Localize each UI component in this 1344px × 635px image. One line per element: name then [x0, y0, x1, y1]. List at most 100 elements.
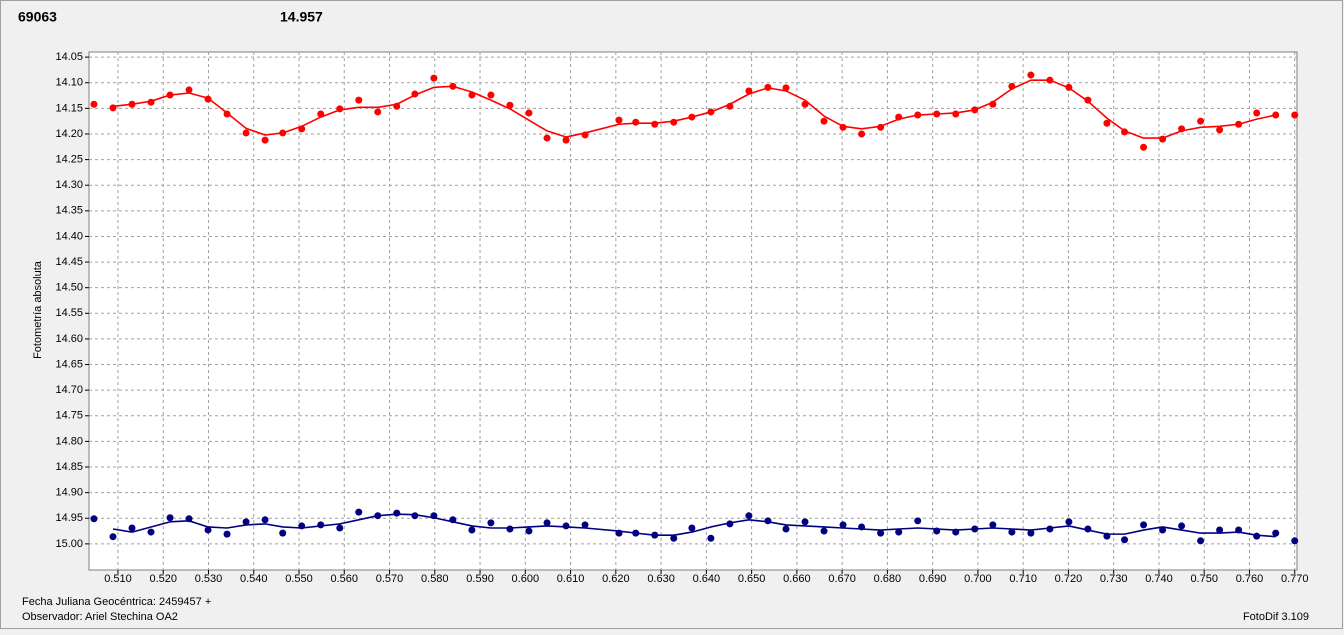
data-point [615, 116, 623, 124]
data-point [449, 82, 457, 90]
y-tick-label: 14.35 [55, 205, 83, 217]
data-point [632, 529, 640, 537]
data-point [914, 517, 922, 525]
data-point [393, 509, 401, 517]
x-tick-label: 0.740 [1145, 573, 1173, 585]
data-point [1235, 120, 1243, 128]
y-tick-label: 14.90 [55, 487, 83, 499]
data-point [801, 518, 809, 526]
data-point [1084, 96, 1092, 104]
data-point [1253, 532, 1261, 540]
data-point [1103, 119, 1111, 127]
data-point [242, 129, 250, 137]
data-point [355, 96, 363, 104]
data-point [430, 74, 438, 82]
data-point [933, 110, 941, 118]
data-point [185, 515, 193, 523]
data-point [355, 508, 363, 516]
data-point [707, 534, 715, 542]
data-point [1027, 71, 1035, 79]
header-value: 69063 [18, 9, 57, 25]
x-tick-label: 0.530 [195, 573, 223, 585]
data-point [128, 100, 136, 108]
footer-text: Observador: Ariel Stechina OA2 [22, 611, 178, 623]
data-point [670, 534, 678, 542]
y-tick-label: 14.20 [55, 128, 83, 140]
y-tick-label: 14.25 [55, 154, 83, 166]
y-tick-label: 14.30 [55, 179, 83, 191]
data-point [487, 91, 495, 99]
data-point [581, 521, 589, 529]
x-tick-label: 0.610 [557, 573, 585, 585]
data-point [933, 527, 941, 535]
data-point [411, 90, 419, 98]
x-tick-label: 0.710 [1009, 573, 1037, 585]
x-tick-label: 0.650 [738, 573, 766, 585]
data-point [279, 529, 287, 537]
header-value: 14.957 [280, 9, 323, 25]
data-point [707, 108, 715, 116]
data-point [764, 83, 772, 91]
data-point [543, 519, 551, 527]
data-point [261, 516, 269, 524]
data-point [745, 87, 753, 95]
data-point [298, 125, 306, 133]
data-point [1140, 143, 1148, 151]
y-tick-label: 14.75 [55, 410, 83, 422]
data-point [317, 110, 325, 118]
y-tick-label: 14.10 [55, 77, 83, 89]
data-point [204, 526, 212, 534]
data-point [525, 109, 533, 117]
x-tick-label: 0.730 [1100, 573, 1128, 585]
data-point [1140, 521, 1148, 529]
data-point [430, 512, 438, 520]
data-point [764, 517, 772, 525]
data-point [261, 136, 269, 144]
data-point [1272, 111, 1280, 119]
x-tick-label: 0.660 [783, 573, 811, 585]
data-point [820, 117, 828, 125]
data-point [1197, 117, 1205, 125]
data-point [1027, 529, 1035, 537]
data-point [487, 519, 495, 527]
x-tick-label: 0.760 [1236, 573, 1264, 585]
data-point [632, 118, 640, 126]
data-point [1235, 526, 1243, 534]
data-point [782, 84, 790, 92]
x-tick-label: 0.630 [647, 573, 675, 585]
x-tick-label: 0.510 [104, 573, 132, 585]
x-tick-label: 0.670 [828, 573, 856, 585]
footer-text: Fecha Juliana Geocéntrica: 2459457 + [22, 596, 211, 608]
data-point [877, 529, 885, 537]
data-point [1103, 532, 1111, 540]
y-tick-label: 14.70 [55, 384, 83, 396]
data-point [298, 522, 306, 530]
y-tick-label: 14.55 [55, 307, 83, 319]
version-text: FotoDif 3.109 [1243, 611, 1309, 623]
data-point [223, 530, 231, 538]
y-tick-label: 14.40 [55, 230, 83, 242]
x-tick-label: 0.560 [331, 573, 359, 585]
y-tick-label: 14.05 [55, 51, 83, 63]
data-point [989, 521, 997, 529]
y-tick-label: 14.95 [55, 512, 83, 524]
data-point [543, 134, 551, 142]
data-point [411, 512, 419, 520]
y-tick-label: 14.50 [55, 282, 83, 294]
data-point [1272, 529, 1280, 537]
data-point [166, 514, 174, 522]
y-tick-label: 14.80 [55, 435, 83, 447]
data-point [989, 100, 997, 108]
data-point [1008, 82, 1016, 90]
data-point [688, 113, 696, 121]
data-point [1178, 522, 1186, 530]
data-point [449, 516, 457, 524]
data-point [1159, 526, 1167, 534]
data-point [895, 528, 903, 536]
x-tick-label: 0.700 [964, 573, 992, 585]
data-point [147, 528, 155, 536]
x-tick-label: 0.600 [512, 573, 540, 585]
y-tick-label: 14.85 [55, 461, 83, 473]
data-point [562, 522, 570, 530]
data-point [1216, 526, 1224, 534]
